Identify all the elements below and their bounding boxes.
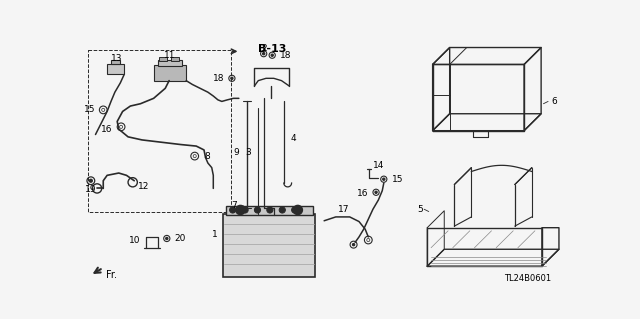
- Text: 15: 15: [392, 175, 403, 184]
- Text: 8: 8: [204, 152, 210, 160]
- Text: 2: 2: [261, 44, 266, 53]
- Text: 7: 7: [231, 201, 237, 210]
- Text: 3: 3: [246, 148, 252, 157]
- Text: 4: 4: [291, 134, 296, 143]
- Circle shape: [241, 208, 244, 210]
- Circle shape: [292, 207, 298, 213]
- Text: 13: 13: [111, 54, 122, 63]
- Circle shape: [375, 191, 377, 193]
- Circle shape: [353, 243, 355, 246]
- Circle shape: [267, 207, 273, 213]
- Bar: [111, 60, 120, 64]
- Text: 16: 16: [357, 189, 368, 198]
- Bar: [223, 214, 315, 277]
- Circle shape: [279, 207, 285, 213]
- Text: B-13: B-13: [259, 44, 287, 54]
- Text: 6: 6: [551, 97, 557, 106]
- Circle shape: [271, 54, 273, 56]
- Bar: [107, 64, 124, 74]
- Text: 1: 1: [212, 230, 218, 239]
- Bar: [159, 57, 167, 61]
- Text: 9: 9: [233, 148, 239, 157]
- Circle shape: [262, 53, 265, 55]
- Text: 12: 12: [138, 182, 150, 191]
- Text: 16: 16: [101, 125, 113, 134]
- Bar: [157, 60, 182, 66]
- Circle shape: [238, 208, 243, 212]
- Text: TL24B0601: TL24B0601: [504, 274, 551, 283]
- Circle shape: [90, 179, 92, 182]
- Bar: [154, 65, 186, 81]
- Text: 5: 5: [417, 205, 422, 214]
- Text: 14: 14: [373, 161, 385, 170]
- Circle shape: [236, 205, 245, 215]
- Text: 11: 11: [164, 51, 175, 60]
- Circle shape: [230, 207, 236, 213]
- Text: Fr.: Fr.: [106, 270, 117, 280]
- Text: 20: 20: [175, 234, 186, 243]
- Circle shape: [293, 205, 303, 215]
- Circle shape: [383, 178, 385, 180]
- Bar: [226, 206, 312, 215]
- Text: 18: 18: [280, 51, 291, 60]
- Circle shape: [242, 207, 248, 213]
- Bar: [88, 50, 231, 211]
- Text: 17: 17: [338, 205, 349, 214]
- Text: 10: 10: [129, 235, 140, 245]
- Circle shape: [231, 77, 233, 79]
- Bar: [172, 57, 179, 61]
- Circle shape: [166, 237, 168, 240]
- Circle shape: [296, 208, 300, 212]
- Text: 15: 15: [84, 105, 95, 115]
- Circle shape: [254, 207, 260, 213]
- Text: 18: 18: [212, 74, 224, 83]
- Text: 19: 19: [85, 185, 97, 194]
